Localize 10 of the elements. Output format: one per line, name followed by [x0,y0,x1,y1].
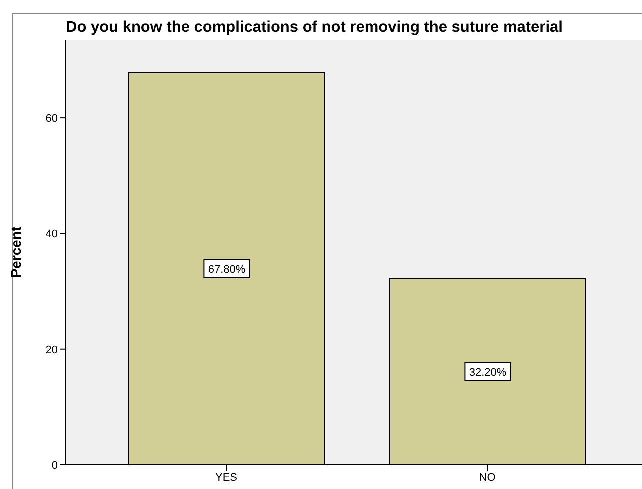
x-tick-label: NO [479,472,496,484]
y-tick-label: 20 [46,344,58,356]
y-axis-title: Percent [8,226,24,278]
chart-title: Do you know the complications of not removing the suture material [66,19,563,37]
x-tick-label: YES [215,472,238,484]
data-label: 32.20% [469,366,507,379]
y-tick-label: 60 [46,112,58,125]
y-tick-label: 40 [46,228,58,241]
data-label: 67.80% [208,264,246,276]
y-tick-label: 0 [52,460,58,472]
